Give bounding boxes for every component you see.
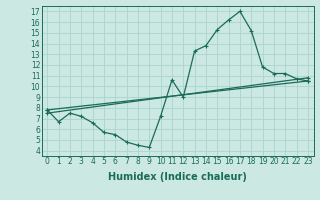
X-axis label: Humidex (Indice chaleur): Humidex (Indice chaleur): [108, 172, 247, 182]
